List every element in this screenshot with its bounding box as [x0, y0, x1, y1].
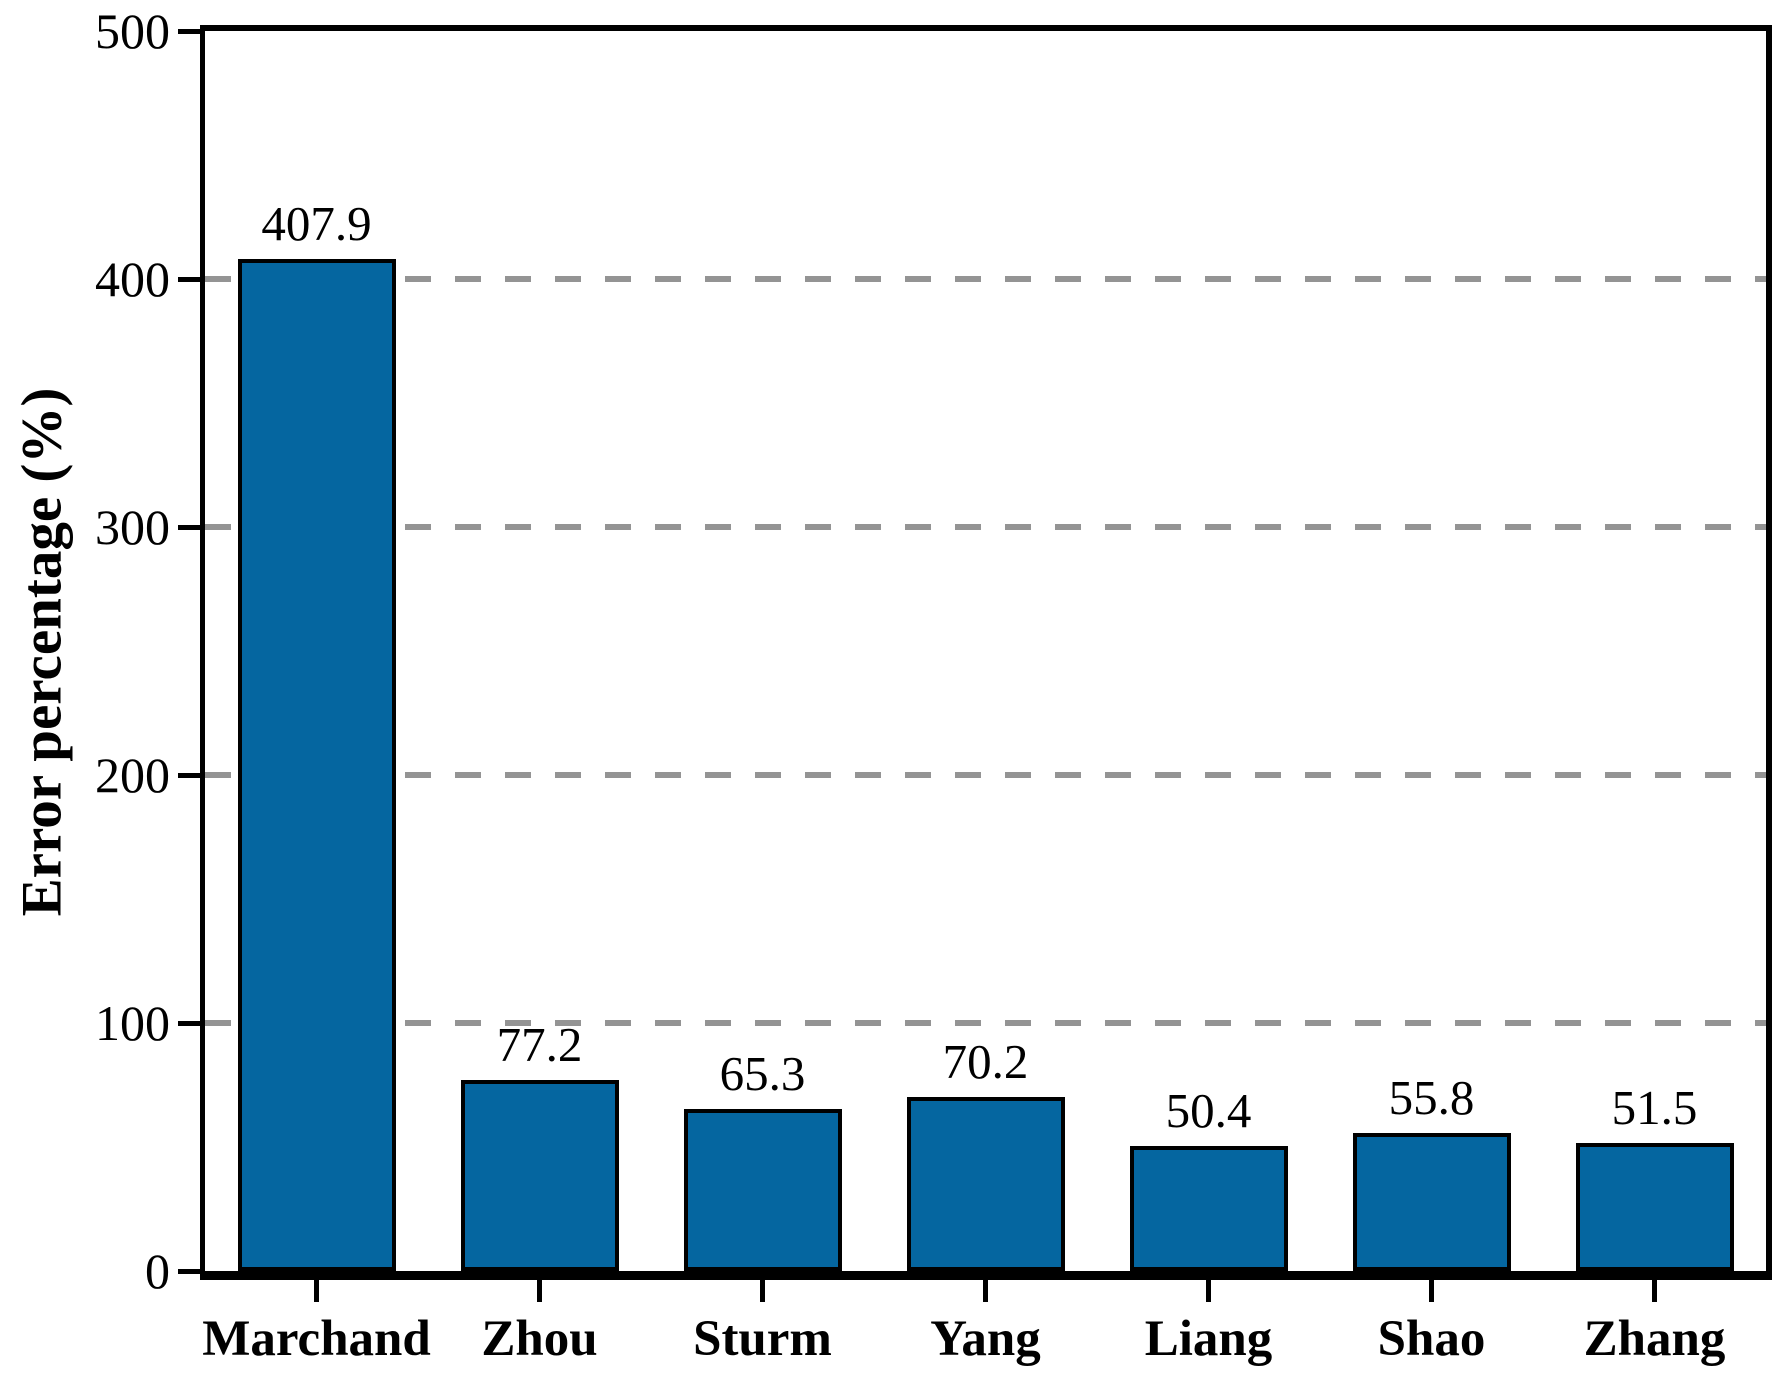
x-axis-tick-zhou [537, 1280, 542, 1302]
bar-value-label-yang: 70.2 [942, 1033, 1029, 1089]
y-axis-tick-100 [178, 1020, 200, 1026]
x-tick-label-marchand: Marchand [202, 1311, 431, 1367]
y-tick-label-0: 0 [145, 1243, 170, 1299]
x-tick-label-yang: Yang [930, 1311, 1041, 1367]
gridline-300 [205, 524, 1766, 530]
gridline-200 [205, 772, 1766, 778]
x-axis-tick-yang [983, 1280, 988, 1302]
y-tick-label-100: 100 [95, 995, 170, 1051]
x-axis-tick-sturm [760, 1280, 765, 1302]
bar-liang [1129, 1146, 1288, 1271]
x-axis-tick-shao [1429, 1280, 1434, 1302]
gridline-400 [205, 276, 1766, 282]
y-tick-label-300: 300 [95, 499, 170, 555]
bar-value-label-zhang: 51.5 [1611, 1080, 1698, 1136]
x-tick-label-sturm: Sturm [693, 1311, 832, 1367]
bar-zhang [1575, 1143, 1734, 1271]
y-axis-tick-500 [178, 28, 200, 34]
y-axis-tick-300 [178, 524, 200, 530]
bar-value-label-sturm: 65.3 [719, 1046, 806, 1102]
y-tick-label-400: 400 [95, 251, 170, 307]
x-axis-tick-liang [1206, 1280, 1211, 1302]
bar-yang [906, 1096, 1065, 1271]
gridline-100 [205, 1020, 1766, 1026]
bar-value-label-shao: 55.8 [1388, 1069, 1475, 1125]
x-tick-label-liang: Liang [1144, 1311, 1273, 1367]
y-axis-tick-400 [178, 276, 200, 282]
bar-sturm [683, 1109, 842, 1271]
bar-zhou [460, 1079, 619, 1271]
y-axis-tick-0 [178, 1268, 200, 1274]
y-tick-label-200: 200 [95, 747, 170, 803]
x-tick-label-zhang: Zhang [1583, 1311, 1726, 1367]
x-axis-tick-zhang [1652, 1280, 1657, 1302]
bar-value-label-liang: 50.4 [1165, 1083, 1252, 1138]
x-tick-label-zhou: Zhou [481, 1311, 598, 1367]
x-axis-tick-marchand [314, 1280, 319, 1302]
y-tick-label-500: 500 [95, 3, 170, 59]
x-tick-label-shao: Shao [1377, 1311, 1486, 1367]
bar-marchand [237, 259, 396, 1271]
plot-area [200, 25, 1772, 1280]
y-axis-title: Error percentage (%) [10, 387, 74, 917]
bar-shao [1352, 1132, 1511, 1271]
bar-value-label-zhou: 77.2 [496, 1016, 583, 1072]
y-axis-tick-200 [178, 772, 200, 778]
bar-value-label-marchand: 407.9 [261, 196, 372, 252]
